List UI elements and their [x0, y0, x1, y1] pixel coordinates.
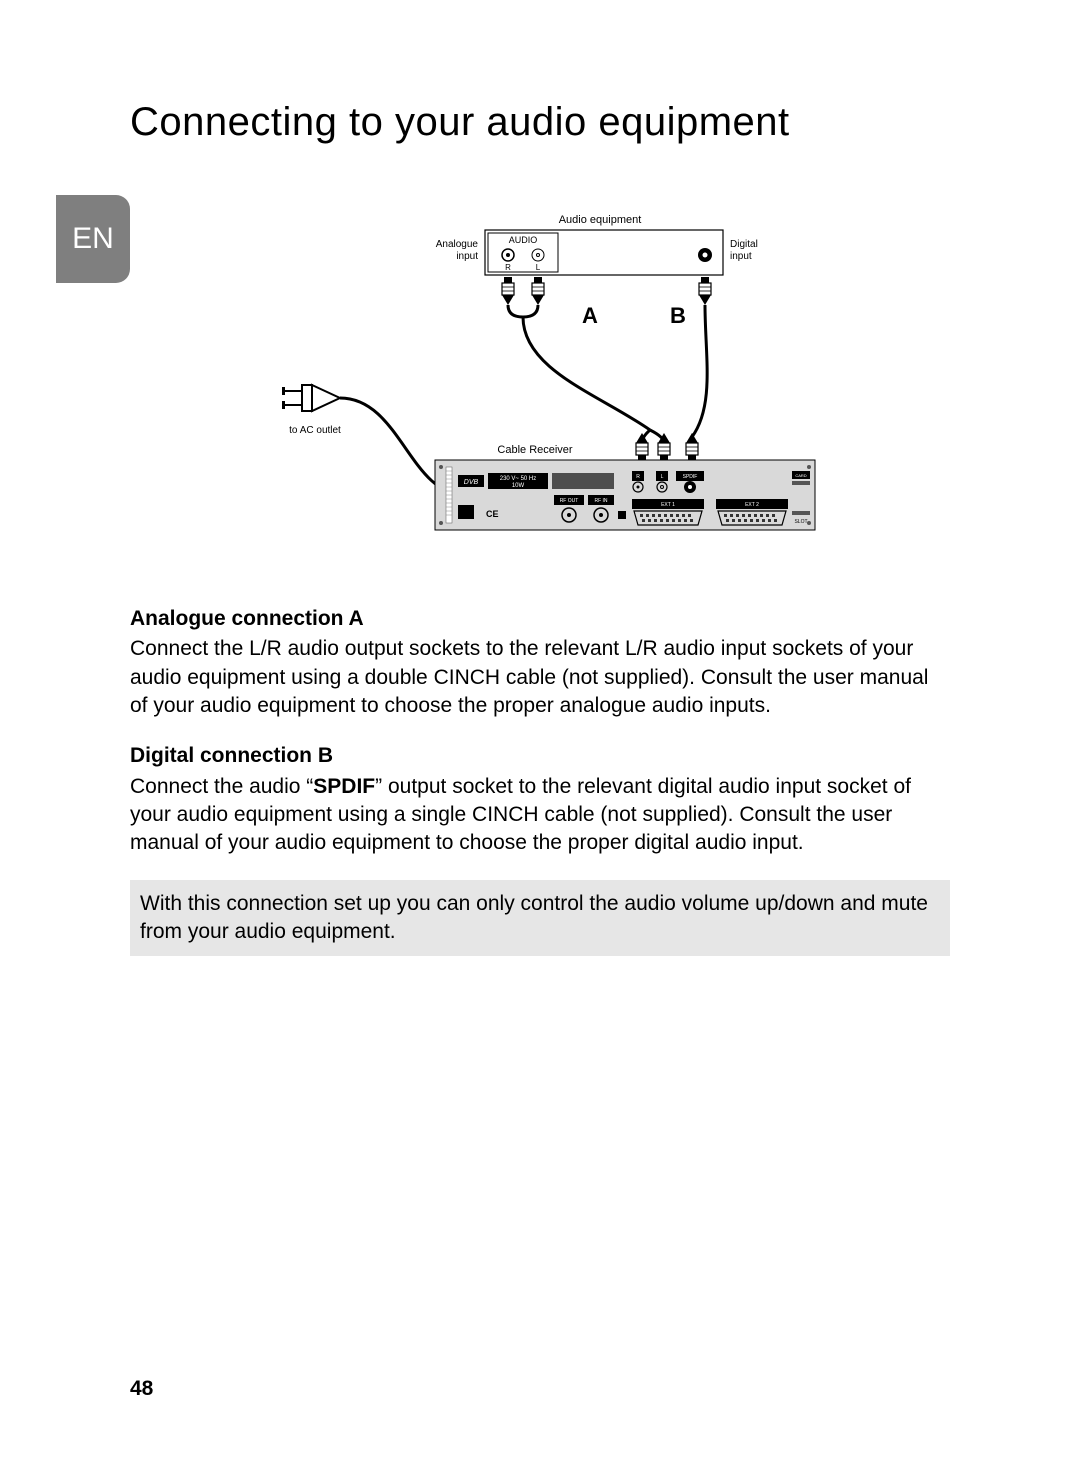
svg-text:L: L [661, 474, 664, 480]
jack-digital-inner [703, 253, 708, 258]
connection-diagram: Audio equipment Analogue input Digital i… [260, 205, 820, 565]
page: EN Connecting to your audio equipment Au… [0, 0, 1080, 1465]
svg-text:DVB: DVB [464, 479, 479, 486]
svg-text:230 V~ 50 Hz: 230 V~ 50 Hz [500, 476, 537, 482]
svg-text:EXT 2: EXT 2 [745, 502, 759, 508]
svg-text:CE: CE [486, 509, 499, 519]
rca-plug-b-bottom [686, 433, 698, 461]
rca-plug-b [699, 277, 711, 305]
svg-text:EXT 1: EXT 1 [661, 502, 675, 508]
page-title: Connecting to your audio equipment [130, 100, 950, 145]
rca-plug-pair-a-bottom [636, 430, 670, 461]
para-digital: Connect the audio “SPDIF” output socket … [130, 773, 950, 858]
digital-pre: Connect the audio “ [130, 775, 313, 798]
note: With this connection set up you can only… [130, 880, 950, 957]
label-analogue-line1: Analogue [436, 239, 479, 250]
label-l: L [536, 263, 541, 272]
cable-b [692, 305, 707, 437]
digital-bold: SPDIF [313, 775, 375, 798]
jack-l-outer [532, 249, 544, 261]
rca-plug-pair-a [502, 277, 544, 317]
heading-digital: Digital connection B [130, 742, 950, 770]
label-digital-line2: input [730, 251, 752, 262]
label-r: R [505, 263, 511, 272]
jack-r-inner [506, 253, 510, 257]
language-tab: EN [56, 195, 130, 283]
svg-text:SPDIF: SPDIF [683, 474, 698, 480]
label-audio: AUDIO [509, 235, 538, 245]
cable-receiver: DVB 230 V~ 50 Hz 10W CE RF OUT RF IN [435, 460, 815, 530]
label-to-ac: to AC outlet [289, 425, 341, 436]
marker-b: B [670, 303, 686, 328]
svg-text:10W: 10W [512, 483, 525, 489]
para-analogue: Connect the L/R audio output sockets to … [130, 635, 950, 720]
heading-analogue: Analogue connection A [130, 605, 950, 633]
label-digital-line1: Digital [730, 239, 758, 250]
svg-text:CARD: CARD [795, 473, 806, 478]
label-analogue-line2: input [456, 251, 478, 262]
svg-text:RF OUT: RF OUT [560, 498, 579, 504]
cable-a [523, 317, 650, 430]
label-cable-receiver: Cable Receiver [497, 444, 573, 456]
svg-text:R: R [636, 474, 640, 480]
page-number: 48 [130, 1377, 153, 1401]
svg-text:RF IN: RF IN [594, 498, 607, 504]
marker-a: A [582, 303, 598, 328]
jack-l-inner [537, 254, 540, 257]
body-text: Analogue connection A Connect the L/R au… [130, 605, 950, 956]
label-audio-equipment: Audio equipment [559, 214, 642, 226]
svg-text:SLOT: SLOT [794, 519, 807, 525]
diagram-svg: Audio equipment Analogue input Digital i… [260, 205, 820, 565]
